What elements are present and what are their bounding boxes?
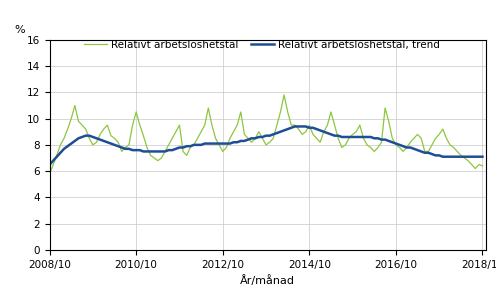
Relativt arbetslöshetstal, trend <box>292 125 298 128</box>
Relativt arbetslöshetstal, trend <box>148 150 154 153</box>
Legend: Relativt arbetslöshetstal, Relativt arbetslöshetstal, trend: Relativt arbetslöshetstal, Relativt arbe… <box>80 35 444 54</box>
Relativt arbetslöshetstal <box>90 143 96 147</box>
Line: Relativt arbetslöshetstal, trend: Relativt arbetslöshetstal, trend <box>50 127 483 165</box>
X-axis label: År/månad: År/månad <box>241 275 295 286</box>
Relativt arbetslöshetstal, trend <box>454 155 460 159</box>
Relativt arbetslöshetstal <box>342 143 348 147</box>
Relativt arbetslöshetstal <box>480 164 486 168</box>
Relativt arbetslöshetstal, trend <box>231 140 237 144</box>
Relativt arbetslöshetstal, trend <box>480 155 486 159</box>
Relativt arbetslöshetstal <box>454 150 460 153</box>
Relativt arbetslöshetstal, trend <box>47 163 53 167</box>
Relativt arbetslöshetstal <box>321 130 327 134</box>
Relativt arbetslöshetstal <box>281 93 287 97</box>
Text: %: % <box>15 25 25 35</box>
Relativt arbetslöshetstal, trend <box>321 130 327 134</box>
Relativt arbetslöshetstal <box>148 153 154 157</box>
Line: Relativt arbetslöshetstal: Relativt arbetslöshetstal <box>50 95 483 174</box>
Relativt arbetslöshetstal <box>231 130 237 134</box>
Relativt arbetslöshetstal, trend <box>90 135 96 139</box>
Relativt arbetslöshetstal, trend <box>342 135 348 139</box>
Relativt arbetslöshetstal <box>47 172 53 176</box>
